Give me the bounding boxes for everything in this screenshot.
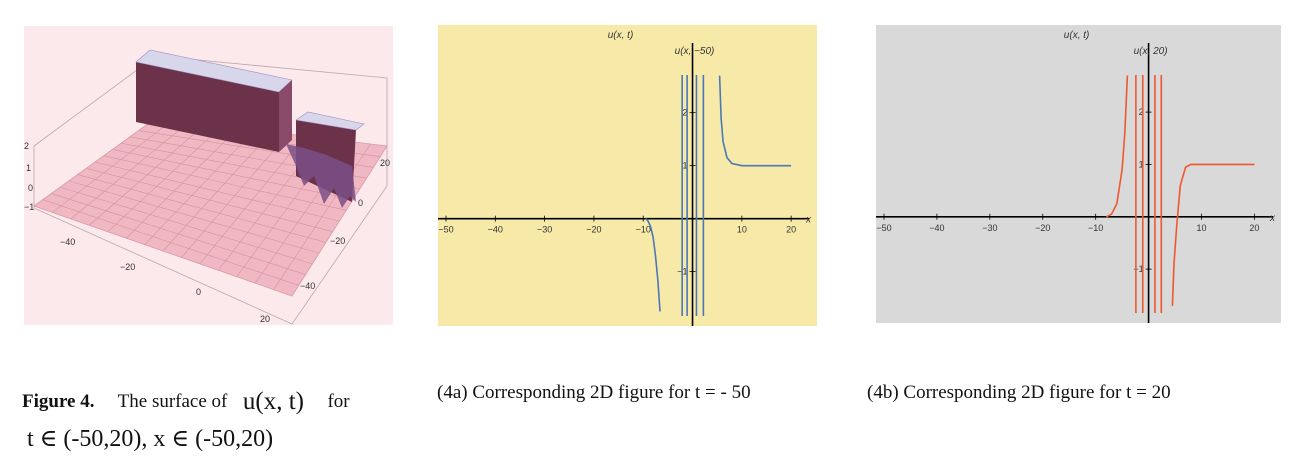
x-tick-label: −40 [929, 223, 944, 233]
x-tick-label: −40 [488, 225, 503, 235]
wall-spikes [286, 144, 356, 208]
z-tick-label: 0 [28, 183, 33, 193]
figure-4a-caption: (4a) Corresponding 2D figure for t = - 5… [437, 382, 751, 403]
curve-segment [718, 75, 792, 167]
surface-3d-figure: 2 1 0 −1 −40 −20 0 20 20 0 −20 −40 [24, 26, 393, 325]
surface-grid-line [103, 155, 347, 211]
surface-grid-line [112, 149, 354, 200]
z-tick-label: −1 [24, 202, 34, 212]
surface-grid-line [162, 131, 272, 252]
y-axis-label: u(x, 20) [1134, 46, 1168, 57]
z-tick-label: 1 [26, 163, 31, 173]
x-tick-label: −10 [1088, 223, 1103, 233]
surface-grid-line [199, 135, 305, 265]
figure-4-domain: t ∈ (-50,20), x ∈ (-50,20) [27, 426, 274, 452]
curve-segment [1105, 75, 1129, 218]
x-tick-label: 20 [786, 225, 796, 235]
figure-4-for: for [327, 391, 350, 412]
curve-segment [645, 218, 661, 312]
y-tick-label: −40 [300, 281, 315, 291]
x-tick-label: −30 [537, 225, 552, 235]
figure-4b-caption: (4b) Corresponding 2D figure for t = 20 [867, 382, 1171, 403]
x-tick-label: −50 [876, 223, 891, 233]
x-tick-label: 20 [260, 314, 270, 324]
top-label: u(x, t) [608, 30, 634, 41]
x-tick-label: 10 [1196, 223, 1206, 233]
x-tick-label: 10 [737, 225, 747, 235]
surface-grid-line [273, 143, 371, 290]
y-tick-label: −20 [330, 236, 345, 246]
x-axis-label: x [1269, 213, 1276, 224]
wall-large-side [279, 80, 292, 152]
y-tick-label: 2 [1139, 107, 1144, 117]
y-axis-label: u(x, −50) [675, 46, 715, 57]
y-tick-label: 2 [683, 108, 688, 118]
z-tick-label: 2 [24, 141, 29, 151]
y-tick-label: 1 [683, 161, 688, 171]
x-tick-label: 20 [1249, 223, 1259, 233]
x-tick-label: −30 [982, 223, 997, 233]
x-tick-label: −10 [636, 225, 651, 235]
plot-4b-svg: −50 −40 −30 −20 −10 10 20 2 1 −1 x u(x, 20) u(x, t) [876, 30, 1276, 323]
x-axis-label: x [805, 215, 812, 226]
y-tick-label: 20 [380, 158, 390, 168]
figure-4-label: Figure 4. [22, 391, 95, 412]
plot-4b: −50 −40 −30 −20 −10 10 20 2 1 −1 x u(x, 20) u(x, t) [876, 25, 1281, 323]
x-tick-label: 0 [196, 287, 201, 297]
figure-4-function: u(x, t) [242, 388, 304, 415]
x-tick-label: −20 [586, 225, 601, 235]
figure-4-caption: Figure 4. The surface of u(x, t) for [22, 386, 350, 415]
x-tick-label: −50 [438, 225, 453, 235]
curve-segment [1171, 163, 1255, 306]
surface-grid [42, 119, 381, 290]
surface-3d-plot: 2 1 0 −1 −40 −20 0 20 20 0 −20 −40 [24, 49, 390, 325]
y-tick-label: 1 [1139, 159, 1144, 169]
wall-small-top [295, 111, 365, 131]
top-label: u(x, t) [1064, 30, 1090, 41]
figure-4-text: The surface of [117, 391, 228, 412]
x-tick-label: −20 [120, 262, 135, 272]
y-tick-label: −1 [1133, 264, 1143, 274]
x-tick-label: −20 [1035, 223, 1050, 233]
y-tick-label: 0 [358, 198, 363, 208]
surface-grid-line [181, 133, 289, 258]
x-tick-label: −40 [60, 237, 75, 247]
